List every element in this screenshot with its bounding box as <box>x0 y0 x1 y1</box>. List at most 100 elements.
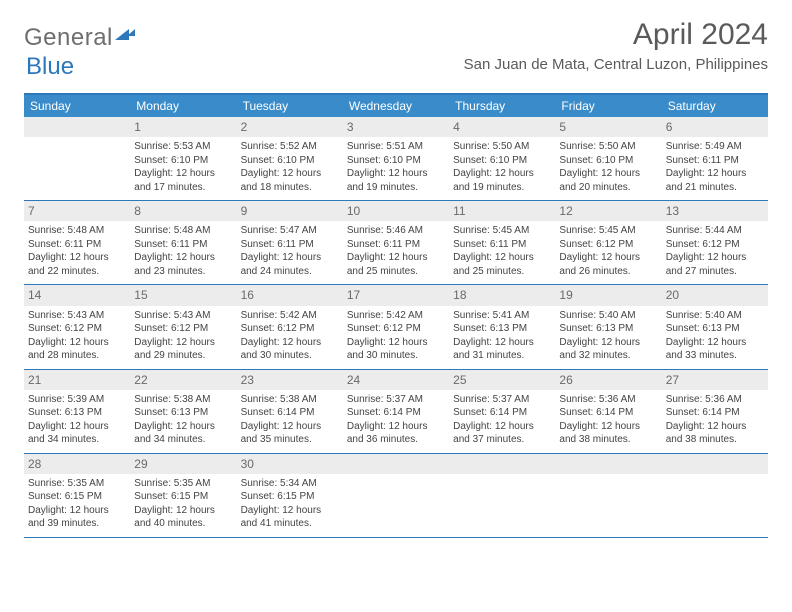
daylight-text: Daylight: 12 hours and 31 minutes. <box>453 336 551 363</box>
daylight-text: Daylight: 12 hours and 25 minutes. <box>453 251 551 278</box>
sunset-text: Sunset: 6:12 PM <box>347 322 445 336</box>
daylight-text: Daylight: 12 hours and 19 minutes. <box>347 167 445 194</box>
day-number: 17 <box>343 285 449 305</box>
day-number: 29 <box>130 454 236 474</box>
week-row: 28Sunrise: 5:35 AMSunset: 6:15 PMDayligh… <box>24 454 768 538</box>
sunrise-text: Sunrise: 5:44 AM <box>666 224 764 238</box>
day-cell: 9Sunrise: 5:47 AMSunset: 6:11 PMDaylight… <box>237 201 343 284</box>
brand-part2: Blue <box>26 53 74 80</box>
day-number: 3 <box>343 117 449 137</box>
day-cell: 14Sunrise: 5:43 AMSunset: 6:12 PMDayligh… <box>24 285 130 368</box>
day-number: 30 <box>237 454 343 474</box>
sunset-text: Sunset: 6:14 PM <box>666 406 764 420</box>
logo-triangle-small-icon <box>127 29 135 36</box>
day-cell: 6Sunrise: 5:49 AMSunset: 6:11 PMDaylight… <box>662 117 768 200</box>
weekday-saturday: Saturday <box>662 95 768 117</box>
weekday-tuesday: Tuesday <box>237 95 343 117</box>
sunrise-text: Sunrise: 5:38 AM <box>134 393 232 407</box>
day-cell <box>24 117 130 200</box>
daylight-text: Daylight: 12 hours and 41 minutes. <box>241 504 339 531</box>
sunrise-text: Sunrise: 5:53 AM <box>134 140 232 154</box>
day-number: 19 <box>555 285 661 305</box>
day-cell: 7Sunrise: 5:48 AMSunset: 6:11 PMDaylight… <box>24 201 130 284</box>
sunrise-text: Sunrise: 5:34 AM <box>241 477 339 491</box>
daylight-text: Daylight: 12 hours and 36 minutes. <box>347 420 445 447</box>
day-number: 13 <box>662 201 768 221</box>
sunrise-text: Sunrise: 5:43 AM <box>134 309 232 323</box>
day-cell: 30 Sunrise: 5:34 AMSunset: 6:15 PMDayligh… <box>237 454 343 537</box>
daylight-text: Daylight: 12 hours and 34 minutes. <box>134 420 232 447</box>
day-number: 8 <box>130 201 236 221</box>
sunset-text: Sunset: 6:14 PM <box>453 406 551 420</box>
calendar: Sunday Monday Tuesday Wednesday Thursday… <box>24 93 768 538</box>
sunset-text: Sunset: 6:15 PM <box>241 490 339 504</box>
sunrise-text: Sunrise: 5:43 AM <box>28 309 126 323</box>
day-number <box>24 117 130 137</box>
sunset-text: Sunset: 6:13 PM <box>453 322 551 336</box>
sunrise-text: Sunrise: 5:40 AM <box>559 309 657 323</box>
daylight-text: Daylight: 12 hours and 32 minutes. <box>559 336 657 363</box>
week-row: 7Sunrise: 5:48 AMSunset: 6:11 PMDaylight… <box>24 201 768 285</box>
sunrise-text: Sunrise: 5:48 AM <box>28 224 126 238</box>
day-number <box>555 454 661 474</box>
day-cell <box>662 454 768 537</box>
day-number: 21 <box>24 370 130 390</box>
day-cell: 10Sunrise: 5:46 AMSunset: 6:11 PMDayligh… <box>343 201 449 284</box>
day-cell <box>343 454 449 537</box>
day-cell: 1Sunrise: 5:53 AMSunset: 6:10 PMDaylight… <box>130 117 236 200</box>
day-cell: 22Sunrise: 5:38 AMSunset: 6:13 PMDayligh… <box>130 370 236 453</box>
sunrise-text: Sunrise: 5:37 AM <box>453 393 551 407</box>
sunset-text: Sunset: 6:12 PM <box>28 322 126 336</box>
daylight-text: Daylight: 12 hours and 21 minutes. <box>666 167 764 194</box>
day-cell: 28Sunrise: 5:35 AMSunset: 6:15 PMDayligh… <box>24 454 130 537</box>
day-number <box>662 454 768 474</box>
sunrise-text: Sunrise: 5:51 AM <box>347 140 445 154</box>
sunset-text: Sunset: 6:12 PM <box>666 238 764 252</box>
day-cell: 26Sunrise: 5:36 AMSunset: 6:14 PMDayligh… <box>555 370 661 453</box>
sunset-text: Sunset: 6:14 PM <box>347 406 445 420</box>
day-cell <box>449 454 555 537</box>
day-number: 6 <box>662 117 768 137</box>
day-cell: 2Sunrise: 5:52 AMSunset: 6:10 PMDaylight… <box>237 117 343 200</box>
sunset-text: Sunset: 6:10 PM <box>347 154 445 168</box>
sunrise-text: Sunrise: 5:45 AM <box>559 224 657 238</box>
sunset-text: Sunset: 6:11 PM <box>241 238 339 252</box>
day-number <box>449 454 555 474</box>
day-number: 26 <box>555 370 661 390</box>
daylight-text: Daylight: 12 hours and 35 minutes. <box>241 420 339 447</box>
daylight-text: Daylight: 12 hours and 23 minutes. <box>134 251 232 278</box>
daylight-text: Daylight: 12 hours and 33 minutes. <box>666 336 764 363</box>
day-number: 24 <box>343 370 449 390</box>
daylight-text: Daylight: 12 hours and 30 minutes. <box>347 336 445 363</box>
day-number: 23 <box>237 370 343 390</box>
day-cell: 11Sunrise: 5:45 AMSunset: 6:11 PMDayligh… <box>449 201 555 284</box>
title-block: April 2024 San Juan de Mata, Central Luz… <box>464 18 768 73</box>
day-number: 12 <box>555 201 661 221</box>
sunrise-text: Sunrise: 5:47 AM <box>241 224 339 238</box>
weeks-container: 1Sunrise: 5:53 AMSunset: 6:10 PMDaylight… <box>24 117 768 538</box>
day-number: 4 <box>449 117 555 137</box>
day-cell: 29Sunrise: 5:35 AMSunset: 6:15 PMDayligh… <box>130 454 236 537</box>
day-number: 22 <box>130 370 236 390</box>
title-month: April 2024 <box>464 18 768 52</box>
day-cell: 15Sunrise: 5:43 AMSunset: 6:12 PMDayligh… <box>130 285 236 368</box>
day-number: 15 <box>130 285 236 305</box>
sunrise-text: Sunrise: 5:40 AM <box>666 309 764 323</box>
day-cell: 8Sunrise: 5:48 AMSunset: 6:11 PMDaylight… <box>130 201 236 284</box>
day-cell: 12Sunrise: 5:45 AMSunset: 6:12 PMDayligh… <box>555 201 661 284</box>
week-row: 1Sunrise: 5:53 AMSunset: 6:10 PMDaylight… <box>24 117 768 201</box>
sunrise-text: Sunrise: 5:50 AM <box>453 140 551 154</box>
day-cell: 18Sunrise: 5:41 AMSunset: 6:13 PMDayligh… <box>449 285 555 368</box>
sunset-text: Sunset: 6:11 PM <box>347 238 445 252</box>
brand-part1: General <box>24 24 113 52</box>
daylight-text: Daylight: 12 hours and 27 minutes. <box>666 251 764 278</box>
day-number: 9 <box>237 201 343 221</box>
sunrise-text: Sunrise: 5:41 AM <box>453 309 551 323</box>
day-cell: 25Sunrise: 5:37 AMSunset: 6:14 PMDayligh… <box>449 370 555 453</box>
day-number: 28 <box>24 454 130 474</box>
daylight-text: Daylight: 12 hours and 38 minutes. <box>666 420 764 447</box>
daylight-text: Daylight: 12 hours and 30 minutes. <box>241 336 339 363</box>
sunset-text: Sunset: 6:14 PM <box>241 406 339 420</box>
sunset-text: Sunset: 6:15 PM <box>28 490 126 504</box>
sunrise-text: Sunrise: 5:36 AM <box>666 393 764 407</box>
